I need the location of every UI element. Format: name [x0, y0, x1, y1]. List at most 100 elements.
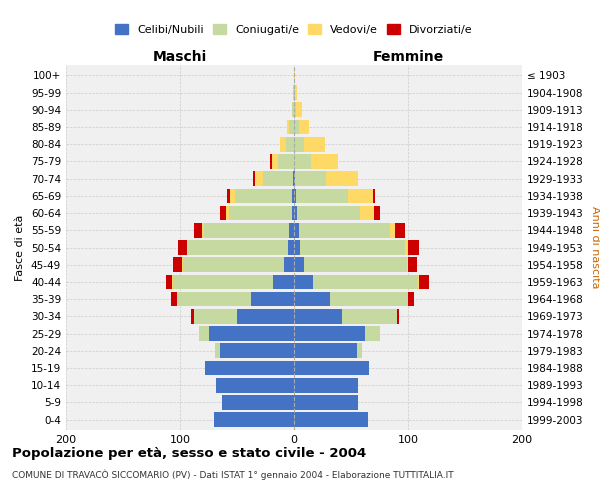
- Text: COMUNE DI TRAVACÒ SICCOMARIO (PV) - Dati ISTAT 1° gennaio 2004 - Elaborazione TU: COMUNE DI TRAVACÒ SICCOMARIO (PV) - Dati…: [12, 469, 454, 480]
- Bar: [215, 344, 220, 358]
- Bar: [294, 258, 304, 272]
- Bar: [204, 223, 289, 238]
- Bar: [304, 137, 325, 152]
- Bar: [294, 292, 331, 306]
- Bar: [182, 258, 184, 272]
- Bar: [294, 102, 296, 117]
- Bar: [263, 172, 293, 186]
- Bar: [294, 309, 342, 324]
- Bar: [296, 188, 347, 203]
- Bar: [255, 172, 263, 186]
- Bar: [295, 172, 326, 186]
- Bar: [278, 154, 294, 168]
- Bar: [331, 292, 408, 306]
- Bar: [235, 188, 292, 203]
- Y-axis label: Anni di nascita: Anni di nascita: [590, 206, 600, 289]
- Bar: [202, 223, 204, 238]
- Bar: [272, 154, 278, 168]
- Bar: [294, 68, 295, 82]
- Bar: [294, 85, 295, 100]
- Text: Maschi: Maschi: [153, 50, 207, 64]
- Bar: [326, 172, 358, 186]
- Bar: [390, 223, 395, 238]
- Bar: [294, 326, 365, 341]
- Bar: [172, 274, 173, 289]
- Bar: [294, 223, 299, 238]
- Bar: [176, 292, 251, 306]
- Bar: [199, 326, 209, 341]
- Bar: [270, 154, 272, 168]
- Bar: [280, 137, 286, 152]
- Bar: [294, 172, 295, 186]
- Bar: [342, 309, 397, 324]
- Bar: [274, 274, 294, 289]
- Bar: [293, 172, 294, 186]
- Bar: [408, 240, 419, 255]
- Bar: [220, 344, 294, 358]
- Bar: [404, 240, 408, 255]
- Bar: [289, 120, 294, 134]
- Bar: [419, 274, 428, 289]
- Bar: [289, 223, 294, 238]
- Bar: [294, 206, 298, 220]
- Bar: [166, 274, 172, 289]
- Bar: [294, 137, 304, 152]
- Bar: [294, 120, 299, 134]
- Bar: [229, 206, 292, 220]
- Bar: [188, 240, 289, 255]
- Bar: [292, 206, 294, 220]
- Bar: [284, 258, 294, 272]
- Bar: [194, 223, 202, 238]
- Bar: [294, 360, 369, 376]
- Bar: [293, 85, 294, 100]
- Bar: [220, 206, 226, 220]
- Bar: [313, 274, 418, 289]
- Text: Popolazione per età, sesso e stato civile - 2004: Popolazione per età, sesso e stato civil…: [12, 448, 366, 460]
- Bar: [374, 206, 380, 220]
- Bar: [408, 292, 414, 306]
- Bar: [251, 292, 294, 306]
- Bar: [214, 412, 294, 427]
- Legend: Celibi/Nubili, Coniugati/e, Vedovi/e, Divorziati/e: Celibi/Nubili, Coniugati/e, Vedovi/e, Di…: [111, 20, 477, 39]
- Bar: [209, 326, 294, 341]
- Bar: [173, 258, 182, 272]
- Bar: [294, 154, 311, 168]
- Bar: [356, 344, 362, 358]
- Bar: [227, 188, 230, 203]
- Bar: [253, 172, 255, 186]
- Bar: [286, 137, 294, 152]
- Bar: [237, 309, 294, 324]
- Bar: [360, 206, 374, 220]
- Bar: [397, 309, 399, 324]
- Bar: [287, 120, 289, 134]
- Bar: [298, 206, 360, 220]
- Bar: [205, 360, 294, 376]
- Bar: [178, 240, 187, 255]
- Bar: [300, 240, 404, 255]
- Bar: [289, 240, 294, 255]
- Bar: [171, 292, 176, 306]
- Bar: [292, 102, 294, 117]
- Bar: [294, 274, 313, 289]
- Bar: [294, 188, 296, 203]
- Bar: [187, 240, 188, 255]
- Bar: [173, 274, 274, 289]
- Bar: [299, 223, 390, 238]
- Bar: [184, 258, 284, 272]
- Bar: [222, 395, 294, 410]
- Bar: [407, 258, 408, 272]
- Bar: [294, 344, 356, 358]
- Bar: [294, 240, 300, 255]
- Bar: [191, 309, 194, 324]
- Bar: [373, 188, 375, 203]
- Y-axis label: Fasce di età: Fasce di età: [16, 214, 25, 280]
- Bar: [295, 85, 298, 100]
- Bar: [294, 412, 368, 427]
- Text: Femmine: Femmine: [373, 50, 443, 64]
- Bar: [230, 188, 235, 203]
- Bar: [418, 274, 419, 289]
- Bar: [294, 378, 358, 392]
- Bar: [365, 326, 380, 341]
- Bar: [311, 154, 338, 168]
- Bar: [408, 258, 417, 272]
